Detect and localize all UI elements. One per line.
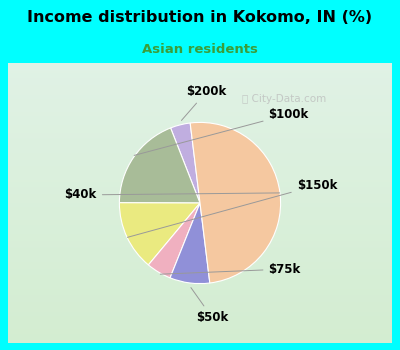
Text: Asian residents: Asian residents bbox=[142, 43, 258, 56]
Text: Income distribution in Kokomo, IN (%): Income distribution in Kokomo, IN (%) bbox=[28, 10, 372, 25]
Text: $40k: $40k bbox=[64, 188, 280, 202]
Wedge shape bbox=[119, 128, 200, 203]
Wedge shape bbox=[148, 203, 200, 278]
Wedge shape bbox=[170, 123, 200, 203]
Text: $200k: $200k bbox=[182, 85, 226, 120]
Text: $100k: $100k bbox=[134, 108, 309, 155]
Wedge shape bbox=[119, 203, 200, 265]
Wedge shape bbox=[170, 203, 210, 284]
Text: $50k: $50k bbox=[191, 288, 228, 324]
Text: ⓘ City-Data.com: ⓘ City-Data.com bbox=[242, 94, 327, 104]
Wedge shape bbox=[190, 122, 281, 283]
Text: $150k: $150k bbox=[128, 179, 337, 237]
Text: $75k: $75k bbox=[160, 262, 301, 275]
